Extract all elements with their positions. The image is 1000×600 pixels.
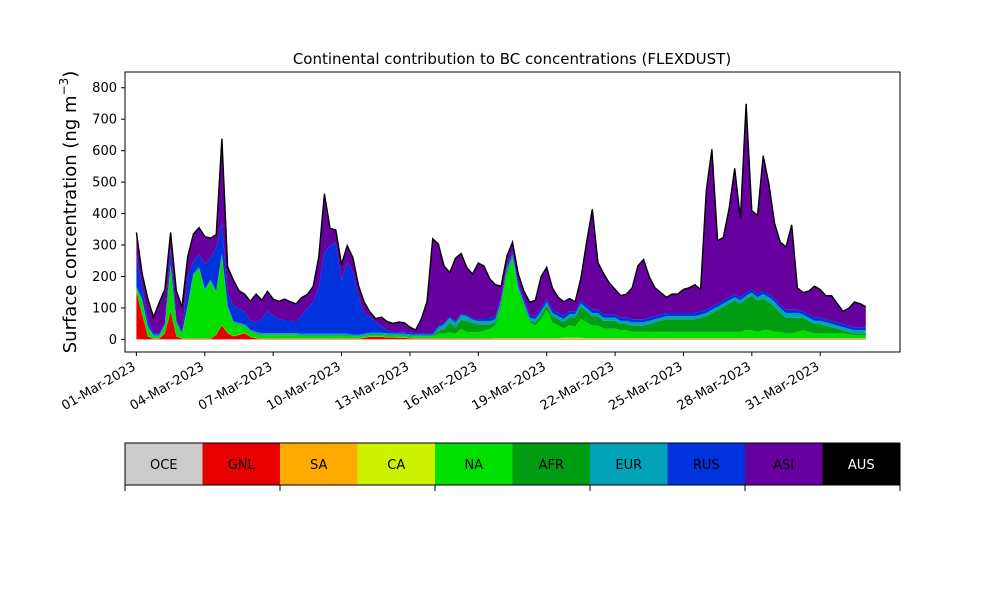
area-na: [136, 255, 866, 339]
legend-label-afr: AFR: [539, 458, 564, 473]
x-tick-label: 16-Mar-2023: [401, 359, 480, 413]
y-axis-label-exponent: −3: [57, 78, 71, 96]
legend-swatch-sa: [280, 443, 358, 485]
legend-label-sa: SA: [310, 458, 327, 473]
legend-label-aus: AUS: [848, 458, 875, 473]
plot-frame: [124, 71, 901, 353]
y-tick-label: 800: [92, 81, 117, 96]
legend-frame: [124, 442, 901, 486]
legend-swatch-na: [435, 443, 513, 485]
x-tick-label: 25-Mar-2023: [606, 359, 685, 413]
legend-swatch-gnl: [202, 443, 281, 485]
legend-label-rus: RUS: [693, 458, 720, 473]
legend-label-eur: EUR: [615, 458, 642, 473]
y-tick-label: 300: [92, 239, 117, 254]
legend-label-asi: ASI: [773, 458, 794, 473]
legend-label-gnl: GNL: [228, 458, 256, 473]
y-tick-label: 600: [92, 144, 117, 159]
legend-label-ca: CA: [387, 458, 405, 473]
y-tick-label: 700: [92, 113, 117, 128]
stacked-areas: [136, 103, 866, 340]
x-tick-label: 13-Mar-2023: [333, 359, 412, 413]
y-tick-label: 0: [109, 333, 117, 348]
y-tick-label: 500: [92, 176, 117, 191]
legend-swatch-aus: [822, 443, 901, 485]
area-asi: [136, 103, 866, 334]
legend-label-na: NA: [464, 458, 483, 473]
total-concentration-line: [135, 103, 867, 331]
x-tick-label: 19-Mar-2023: [470, 359, 549, 413]
legend-swatch-asi: [745, 443, 823, 485]
legend-swatch-ca: [357, 443, 436, 485]
y-axis: 0 100 200 300 400 500 600 700 800: [92, 81, 125, 348]
x-tick-label: 07-Mar-2023: [196, 359, 275, 413]
legend-swatch-oce: [125, 443, 203, 485]
legend-label-oce: OCE: [150, 458, 178, 473]
y-axis-label: Surface concentration (ng m−3): [57, 71, 81, 354]
area-afr: [136, 255, 866, 337]
legend-colorbar: OCE GNL SA CA NA AFR EUR RUS ASI AUS: [124, 442, 901, 491]
legend-swatch-rus: [667, 443, 746, 485]
y-tick-label: 400: [92, 207, 117, 222]
y-axis-label-close: ): [60, 71, 81, 78]
x-tick-label: 01-Mar-2023: [59, 359, 138, 413]
y-tick-label: 200: [92, 270, 117, 285]
y-tick-label: 100: [92, 301, 117, 316]
chart-title: Continental contribution to BC concentra…: [293, 50, 731, 68]
x-tick-label: 04-Mar-2023: [128, 359, 207, 413]
area-rus: [136, 222, 866, 335]
y-axis-label-main: Surface concentration (ng m: [60, 95, 81, 353]
legend-swatch-eur: [590, 443, 668, 485]
x-axis: 01-Mar-202304-Mar-202307-Mar-202310-Mar-…: [59, 352, 822, 414]
x-tick-label: 31-Mar-2023: [743, 359, 822, 413]
legend-swatch-afr: [512, 443, 591, 485]
x-tick-label: 22-Mar-2023: [538, 359, 617, 413]
x-tick-label: 10-Mar-2023: [264, 359, 343, 413]
x-tick-label: 28-Mar-2023: [675, 359, 754, 413]
